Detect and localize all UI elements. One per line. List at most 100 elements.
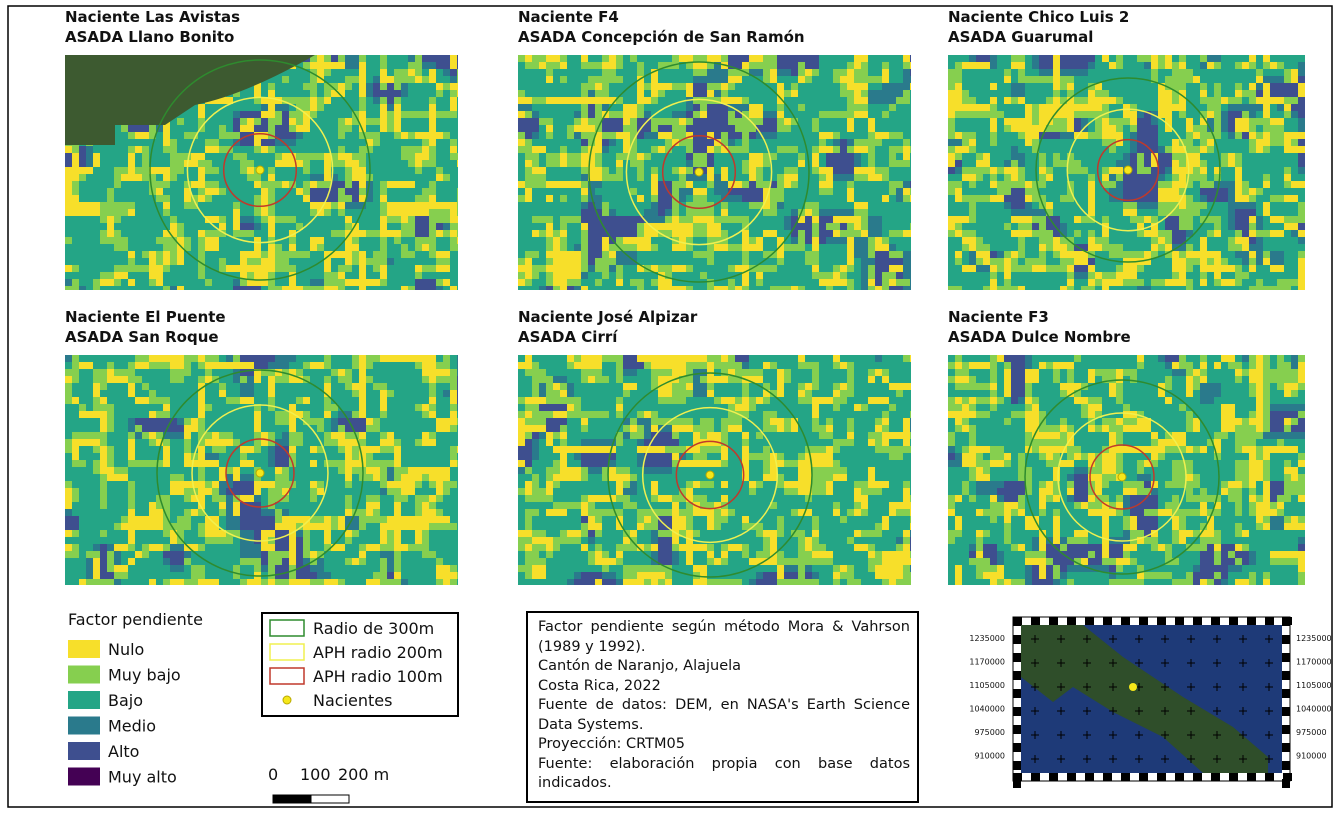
raster-cell [784, 174, 791, 181]
raster-cell [518, 111, 525, 118]
raster-cell [735, 404, 742, 411]
raster-cell [672, 181, 679, 188]
raster-cell [588, 265, 595, 272]
raster-cell [707, 258, 714, 265]
raster-cell [700, 223, 707, 230]
raster-cell [415, 355, 422, 362]
raster-cell [847, 139, 854, 146]
raster-cell [847, 237, 854, 244]
raster-cell [380, 244, 387, 251]
raster-cell [100, 202, 107, 209]
raster-cell [1165, 76, 1172, 83]
raster-cell [450, 111, 457, 118]
raster-cell [149, 355, 156, 362]
raster-cell [721, 495, 728, 502]
raster-cell [686, 488, 693, 495]
raster-cell [1186, 216, 1193, 223]
raster-cell [107, 362, 114, 369]
raster-cell [651, 279, 658, 286]
raster-cell [553, 425, 560, 432]
raster-cell [616, 62, 623, 69]
raster-cell [275, 509, 282, 516]
raster-cell [518, 362, 525, 369]
raster-cell [317, 279, 324, 286]
raster-cell [700, 230, 707, 237]
raster-cell [707, 230, 714, 237]
raster-cell [107, 195, 114, 202]
raster-cell [693, 188, 700, 195]
raster-cell [387, 90, 394, 97]
raster-cell [910, 355, 911, 362]
raster-cell [247, 139, 254, 146]
raster-cell [889, 272, 896, 279]
raster-cell [1228, 125, 1235, 132]
raster-cell [595, 90, 602, 97]
raster-cell [763, 418, 770, 425]
raster-cell [268, 251, 275, 258]
raster-cell [198, 481, 205, 488]
raster-cell [142, 125, 149, 132]
raster-cell [910, 76, 911, 83]
raster-cell [268, 258, 275, 265]
raster-cell [380, 62, 387, 69]
raster-cell [616, 397, 623, 404]
raster-cell [861, 509, 868, 516]
raster-cell [889, 104, 896, 111]
raster-cell [296, 118, 303, 125]
raster-cell [1256, 146, 1263, 153]
raster-cell [602, 55, 609, 62]
raster-cell [415, 202, 422, 209]
raster-cell [443, 111, 450, 118]
raster-cell [1039, 111, 1046, 118]
raster-cell [65, 355, 72, 362]
raster-cell [1102, 167, 1109, 174]
raster-cell [100, 411, 107, 418]
raster-cell [532, 418, 539, 425]
raster-cell [1011, 258, 1018, 265]
spring-point [1124, 166, 1132, 174]
raster-cell [742, 104, 749, 111]
raster-cell [1053, 83, 1060, 90]
raster-cell [163, 146, 170, 153]
raster-cell [910, 502, 911, 509]
raster-cell [1249, 209, 1256, 216]
raster-cell [198, 418, 205, 425]
raster-cell [114, 558, 121, 565]
raster-cell [177, 551, 184, 558]
raster-cell [630, 369, 637, 376]
raster-cell [840, 383, 847, 390]
raster-cell [142, 146, 149, 153]
raster-cell [574, 132, 581, 139]
raster-cell [854, 76, 861, 83]
raster-cell [359, 523, 366, 530]
raster-cell [261, 432, 268, 439]
raster-cell [560, 272, 567, 279]
raster-cell [380, 439, 387, 446]
raster-cell [588, 530, 595, 537]
raster-cell [177, 432, 184, 439]
raster-cell [623, 216, 630, 223]
raster-cell [1235, 195, 1242, 202]
raster-cell [149, 516, 156, 523]
raster-cell [700, 216, 707, 223]
raster-cell [623, 369, 630, 376]
raster-cell [791, 146, 798, 153]
raster-cell [595, 111, 602, 118]
raster-cell [840, 439, 847, 446]
raster-cell [1004, 251, 1011, 258]
raster-cell [707, 167, 714, 174]
raster-cell [401, 111, 408, 118]
raster-cell [1011, 146, 1018, 153]
raster-cell [198, 467, 205, 474]
raster-cell [170, 174, 177, 181]
raster-cell [198, 376, 205, 383]
raster-cell [1186, 139, 1193, 146]
raster-cell [1256, 230, 1263, 237]
raster-cell [296, 286, 303, 290]
raster-cell [1256, 223, 1263, 230]
raster-cell [833, 355, 840, 362]
raster-cell [450, 223, 457, 230]
raster-cell [219, 146, 226, 153]
raster-cell [721, 188, 728, 195]
raster-cell [847, 153, 854, 160]
